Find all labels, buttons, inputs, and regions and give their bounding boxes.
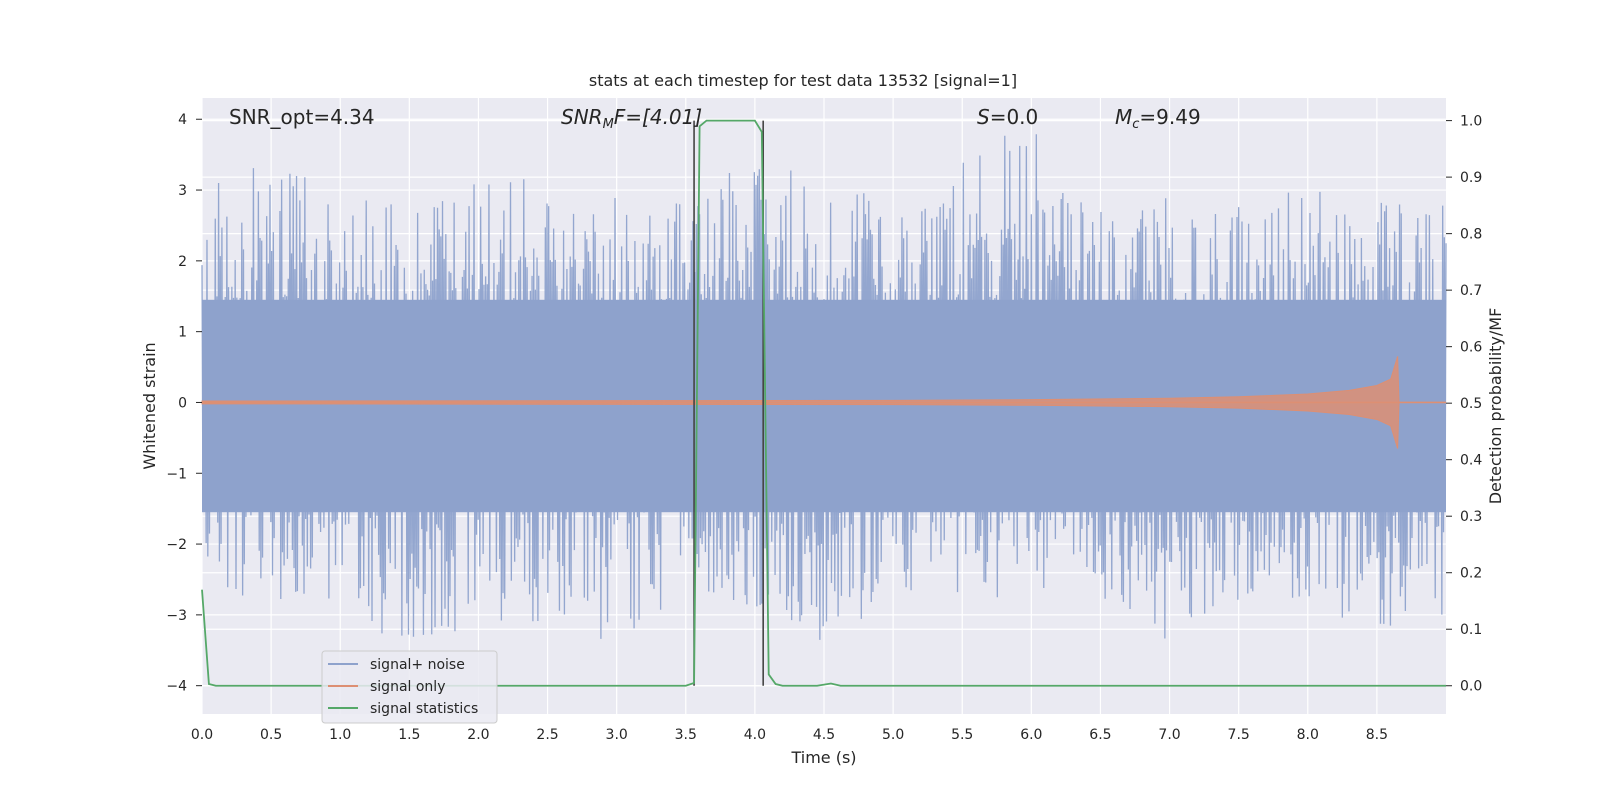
- y-right-tick-label: 0.3: [1460, 509, 1482, 525]
- y-left-tick-label: 4: [178, 112, 187, 128]
- x-axis-label: Time (s): [790, 748, 856, 767]
- x-tick-label: 1.5: [398, 727, 420, 743]
- y-left-tick-label: −2: [166, 537, 187, 553]
- mc-sub: c: [1132, 117, 1139, 132]
- y-right-tick-label: 0.7: [1460, 283, 1482, 299]
- x-tick-label: 6.5: [1089, 727, 1111, 743]
- y-right-tick-label: 1.0: [1460, 114, 1482, 130]
- y-left-tick-label: 1: [178, 325, 187, 341]
- x-tick-label: 3.0: [606, 727, 628, 743]
- signal-only-series: [201, 356, 1446, 449]
- y-left-tick-label: 2: [178, 254, 187, 270]
- legend: signal+ noise signal only signal statist…: [321, 650, 498, 724]
- x-tick-label: 4.5: [813, 727, 835, 743]
- legend-box: [321, 650, 498, 724]
- snr-mf-main: SNR: [561, 105, 603, 129]
- x-tick-label: 0.5: [260, 727, 282, 743]
- y-right-tick-label: 0.0: [1460, 679, 1482, 695]
- mc-main: M: [1115, 105, 1132, 129]
- x-tick-label: 5.0: [882, 727, 904, 743]
- y-right-tick-label: 0.4: [1460, 453, 1482, 469]
- x-tick-label: 7.0: [1158, 727, 1180, 743]
- mc-annotation: Mc=9.49: [1115, 105, 1201, 132]
- chart-title: stats at each timestep for test data 135…: [589, 71, 1017, 90]
- legend-label-signal: signal only: [370, 679, 445, 695]
- y-right-axis-label: Detection probability/MF: [1486, 308, 1505, 505]
- y-left-tick-label: 3: [178, 183, 187, 199]
- s-rest: =0.0: [990, 105, 1039, 129]
- x-tick-label: 3.5: [675, 727, 697, 743]
- legend-label-noise: signal+ noise: [370, 657, 465, 673]
- y-right-tick-label: 0.9: [1460, 170, 1482, 186]
- y-right-tick-label: 0.5: [1460, 396, 1482, 412]
- x-tick-label: 5.5: [951, 727, 973, 743]
- x-axis-ticks: 0.0 0.5 1.0 1.5 2.0 2.5 3.0 3.5 4.0 4.5 5.0 5.5 6.0 6…: [191, 727, 1388, 743]
- x-tick-label: 8.0: [1297, 727, 1319, 743]
- x-tick-label: 8.5: [1366, 727, 1388, 743]
- x-tick-label: 4.0: [744, 727, 766, 743]
- y-left-axis-label: Whitened strain: [140, 342, 159, 469]
- y-left-tick-label: 0: [178, 395, 187, 411]
- y-right-tick-label: 0.1: [1460, 622, 1482, 638]
- x-tick-label: 1.0: [329, 727, 351, 743]
- y-right-tick-label: 0.6: [1460, 340, 1482, 356]
- y-right-tick-label: 0.2: [1460, 566, 1482, 582]
- y-right-axis-ticks: 1.0 0.9 0.8 0.7 0.6 0.5 0.4 0.3 0.2 0.1 0.0: [1446, 114, 1482, 695]
- y-left-tick-label: −4: [166, 679, 187, 695]
- snr-opt-annotation: SNR_opt=4.34: [229, 105, 375, 129]
- x-tick-label: 0.0: [191, 727, 213, 743]
- x-tick-label: 6.0: [1020, 727, 1042, 743]
- s-main: S: [977, 105, 990, 129]
- y-left-axis-ticks: 4 3 2 1 0 −1 −2 −3 −4: [166, 112, 202, 695]
- snr-mf-rest: F=[4.01]: [614, 105, 702, 129]
- mc-rest: =9.49: [1139, 105, 1200, 129]
- x-tick-label: 2.5: [536, 727, 558, 743]
- x-tick-label: 2.0: [467, 727, 489, 743]
- snr-mf-annotation: SNRMF=[4.01]: [561, 105, 702, 132]
- y-left-tick-label: −1: [166, 466, 187, 482]
- y-right-tick-label: 0.8: [1460, 227, 1482, 243]
- x-tick-label: 7.5: [1228, 727, 1250, 743]
- y-left-tick-label: −3: [166, 608, 187, 624]
- snr-mf-sub: M: [603, 117, 614, 132]
- legend-label-stats: signal statistics: [370, 701, 478, 717]
- s-annotation: S=0.0: [977, 105, 1038, 129]
